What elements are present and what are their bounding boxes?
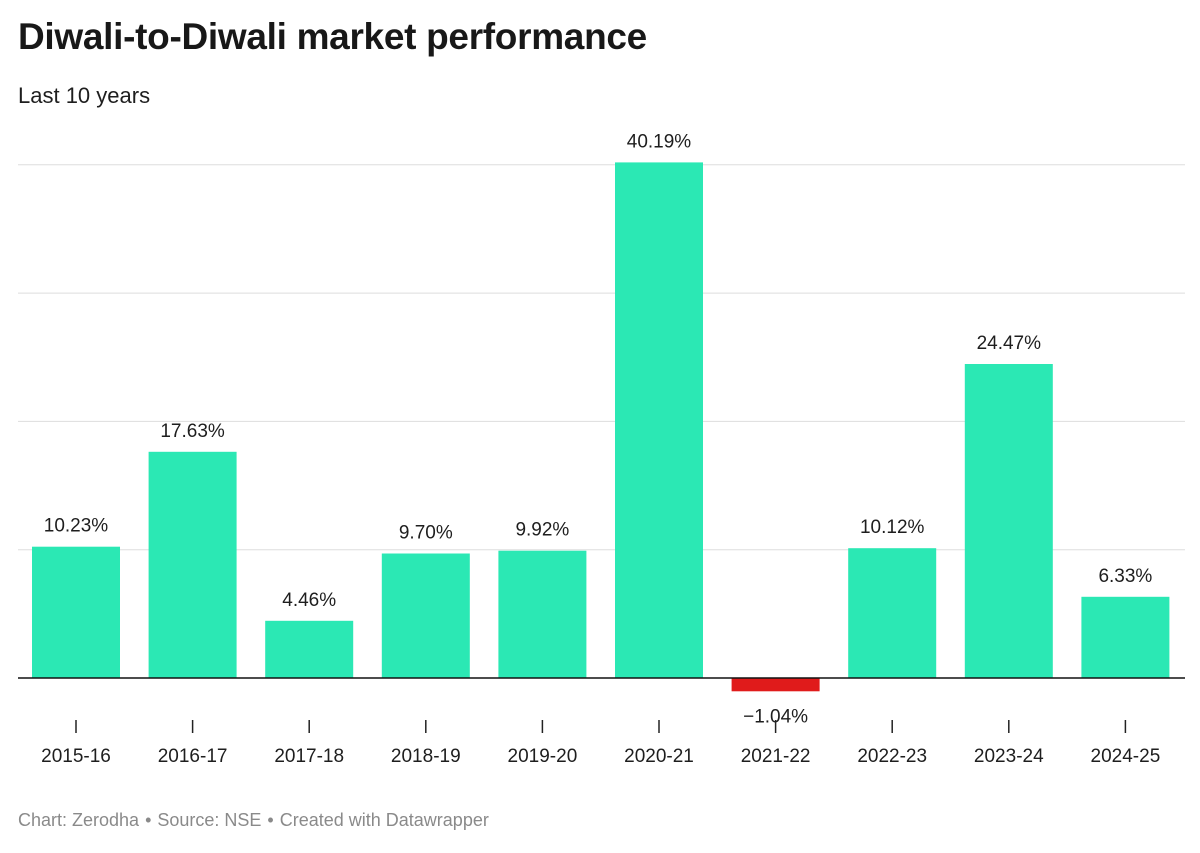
bar-2024-25 — [1081, 596, 1170, 678]
value-label: −1.04% — [743, 706, 808, 727]
bar-2018-19 — [381, 553, 470, 678]
x-tick-label: 2023-24 — [974, 746, 1044, 767]
bar-2016-17 — [148, 451, 237, 678]
x-tick-label: 2018-19 — [391, 746, 461, 767]
value-label: 17.63% — [160, 421, 225, 442]
chart-footer: Chart: Zerodha • Source: NSE • Created with … — [18, 810, 489, 831]
chart-subtitle: Last 10 years — [18, 83, 151, 108]
bar-2023-24 — [964, 364, 1053, 678]
x-tick-label: 2017-18 — [274, 746, 344, 767]
bar-chart: 10.23% 17.63% 4.46% 9.70% 9.92% 40.19% −1.04% 1… — [18, 131, 1185, 767]
footer-chart-credit: Chart: Zerodha — [18, 810, 140, 830]
footer-separator: • — [145, 810, 152, 830]
bar-2019-20 — [498, 550, 587, 678]
x-axis: 2015-16 2016-17 2017-18 2018-19 2019-20 2020-… — [41, 720, 1160, 767]
value-label: 10.12% — [860, 517, 925, 538]
bar-2021-22 — [731, 678, 820, 692]
value-label: 9.70% — [399, 523, 453, 544]
value-label: 40.19% — [627, 131, 692, 152]
value-label: 9.92% — [515, 520, 569, 541]
bar-2015-16 — [32, 546, 120, 678]
x-tick-label: 2021-22 — [741, 746, 811, 767]
x-tick-label: 2019-20 — [508, 746, 578, 767]
value-label: 10.23% — [44, 516, 109, 537]
bar-2017-18 — [265, 620, 354, 678]
x-tick-label: 2024-25 — [1091, 746, 1161, 767]
chart-title: Diwali-to-Diwali market performance — [18, 16, 647, 57]
bar-2020-21 — [615, 162, 703, 678]
value-label: 24.47% — [977, 333, 1042, 354]
x-tick-label: 2015-16 — [41, 746, 111, 767]
x-tick-label: 2022-23 — [857, 746, 927, 767]
footer-source: Source: NSE — [157, 810, 262, 830]
value-label: 4.46% — [282, 590, 336, 611]
bar-2022-23 — [848, 548, 937, 678]
footer-created-with-link[interactable]: Created with Datawrapper — [279, 810, 489, 830]
bars — [32, 162, 1170, 692]
x-tick-label: 2020-21 — [624, 746, 694, 767]
value-labels: 10.23% 17.63% 4.46% 9.70% 9.92% 40.19% −1.04% 1… — [44, 131, 1153, 727]
value-label: 6.33% — [1098, 566, 1152, 587]
x-tick-label: 2016-17 — [158, 746, 228, 767]
footer-separator: • — [267, 810, 274, 830]
